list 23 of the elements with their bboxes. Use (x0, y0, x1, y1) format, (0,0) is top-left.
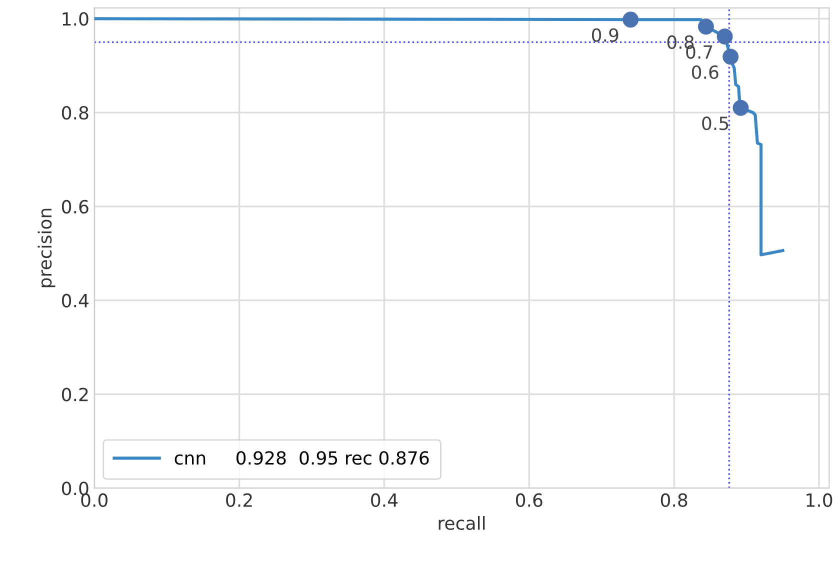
point (716, 28, 733, 44)
x-tick-label: 0.2 (226, 493, 252, 507)
y-tick-label: 0.8 (62, 106, 88, 120)
y-tick-label: 0.0 (62, 482, 88, 496)
x-tick-label: 0.6 (516, 493, 542, 507)
legend-label: cnn 0.928 0.95 rec 0.876 (174, 451, 429, 465)
x-tick-label: 0.0 (81, 493, 108, 507)
x-tick-label: 1.0 (806, 493, 832, 507)
y-tick-label: 1.0 (62, 12, 88, 26)
y-tick-label: 0.4 (62, 294, 88, 308)
point (622, 12, 639, 28)
y-tick-label: 0.2 (62, 388, 88, 402)
x-tick-label: 0.8 (660, 493, 688, 507)
x-axis-title: recall (438, 516, 485, 530)
annotation: 0.5 (702, 116, 728, 130)
y-tick-label: 0.6 (62, 200, 88, 214)
y-axis-title: precision (38, 208, 56, 288)
point (722, 48, 739, 65)
point (698, 18, 714, 35)
x-tick-label: 0.4 (371, 493, 398, 507)
annotation: 0.9 (592, 28, 618, 42)
point (732, 100, 749, 116)
annotation: 0.6 (692, 65, 718, 80)
